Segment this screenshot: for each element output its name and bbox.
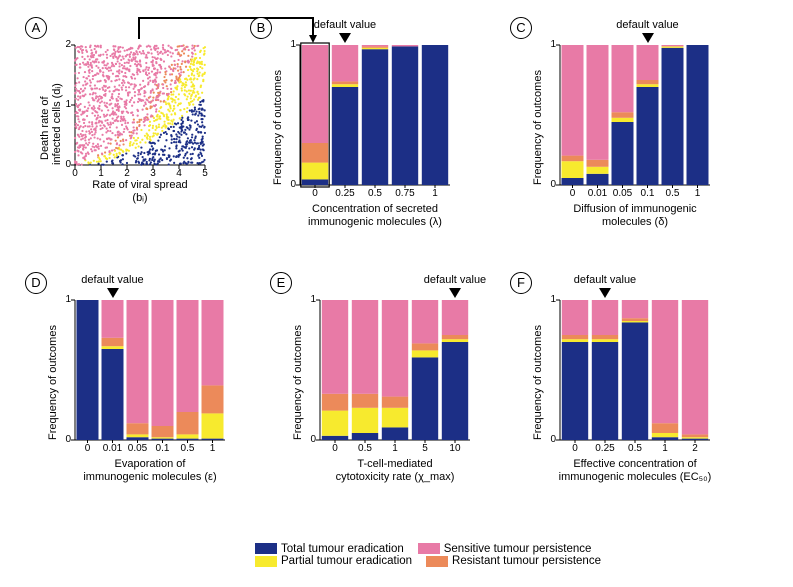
xlabel1-B: Concentration of secreted	[280, 203, 470, 215]
legend-item: Partial tumour eradication	[255, 555, 412, 567]
default-marker-E	[449, 288, 461, 298]
legend-swatch	[255, 556, 277, 567]
default-label-C: default value	[608, 19, 688, 31]
xlabel2-C: molecules (δ)	[540, 216, 730, 228]
panel-label-A: A	[25, 17, 47, 39]
xlabel2-B: immunogenic molecules (λ)	[280, 216, 470, 228]
legend-label: Sensitive tumour persistence	[444, 543, 592, 555]
xlabel1-D: Evaporation of	[55, 458, 245, 470]
panel-label-C: C	[510, 17, 532, 39]
legend: Total tumour eradication Sensitive tumour…	[255, 543, 615, 567]
panel-label-E: E	[270, 272, 292, 294]
panelA-ylabel2: infected cells (dᵢ)	[51, 83, 63, 165]
default-marker-F	[599, 288, 611, 298]
ylabel-F: Frequency of outcomes	[532, 325, 544, 440]
panel-F: FFrequency of outcomesEffective concentr…	[560, 300, 710, 440]
legend-label: Total tumour eradication	[281, 543, 404, 555]
default-marker-C	[642, 33, 654, 43]
ylabel-C: Frequency of outcomes	[532, 70, 544, 185]
xlabel2-F: immunogenic molecules (EC₅₀)	[540, 471, 730, 483]
panel-label-F: F	[510, 272, 532, 294]
ylabel-E: Frequency of outcomes	[292, 325, 304, 440]
xlabel2-E: cytotoxicity rate (χ_max)	[300, 471, 490, 483]
default-label-B: default value	[305, 19, 385, 31]
default-marker-B	[339, 33, 351, 43]
panel-label-D: D	[25, 272, 47, 294]
panel-E: EFrequency of outcomesT-cell-mediatedcyt…	[320, 300, 470, 440]
panel-C: CFrequency of outcomesDiffusion of immun…	[560, 45, 710, 185]
legend-swatch	[255, 543, 277, 554]
connector-v1	[138, 17, 140, 39]
panel-A: ADeath rate ofinfected cells (dᵢ)Rate of…	[75, 45, 205, 165]
panel-D: DFrequency of outcomesEvaporation ofimmu…	[75, 300, 225, 440]
panelA-xlabel1: Rate of viral spread	[70, 179, 210, 191]
panel-label-B: B	[250, 17, 272, 39]
connector-h	[138, 17, 313, 19]
connector-arrow	[309, 35, 317, 43]
legend-item: Sensitive tumour persistence	[418, 543, 592, 555]
panelA-xlabel2: (bᵢ)	[70, 192, 210, 204]
ylabel-D: Frequency of outcomes	[47, 325, 59, 440]
default-label-D: default value	[73, 274, 153, 286]
panelA-ylabel1: Death rate of	[39, 96, 51, 160]
default-label-E: default value	[415, 274, 495, 286]
panel-B: BFrequency of outcomesConcentration of s…	[300, 45, 450, 185]
default-label-F: default value	[565, 274, 645, 286]
legend-label: Resistant tumour persistence	[452, 555, 601, 567]
xlabel1-C: Diffusion of immunogenic	[540, 203, 730, 215]
ylabel-B: Frequency of outcomes	[272, 70, 284, 185]
legend-item: Resistant tumour persistence	[426, 555, 601, 567]
legend-swatch	[418, 543, 440, 554]
legend-item: Total tumour eradication	[255, 543, 404, 555]
default-marker-D	[107, 288, 119, 298]
xlabel2-D: immunogenic molecules (ε)	[55, 471, 245, 483]
legend-label: Partial tumour eradication	[281, 555, 412, 567]
legend-swatch	[426, 556, 448, 567]
xlabel1-F: Effective concentration of	[540, 458, 730, 470]
xlabel1-E: T-cell-mediated	[300, 458, 490, 470]
